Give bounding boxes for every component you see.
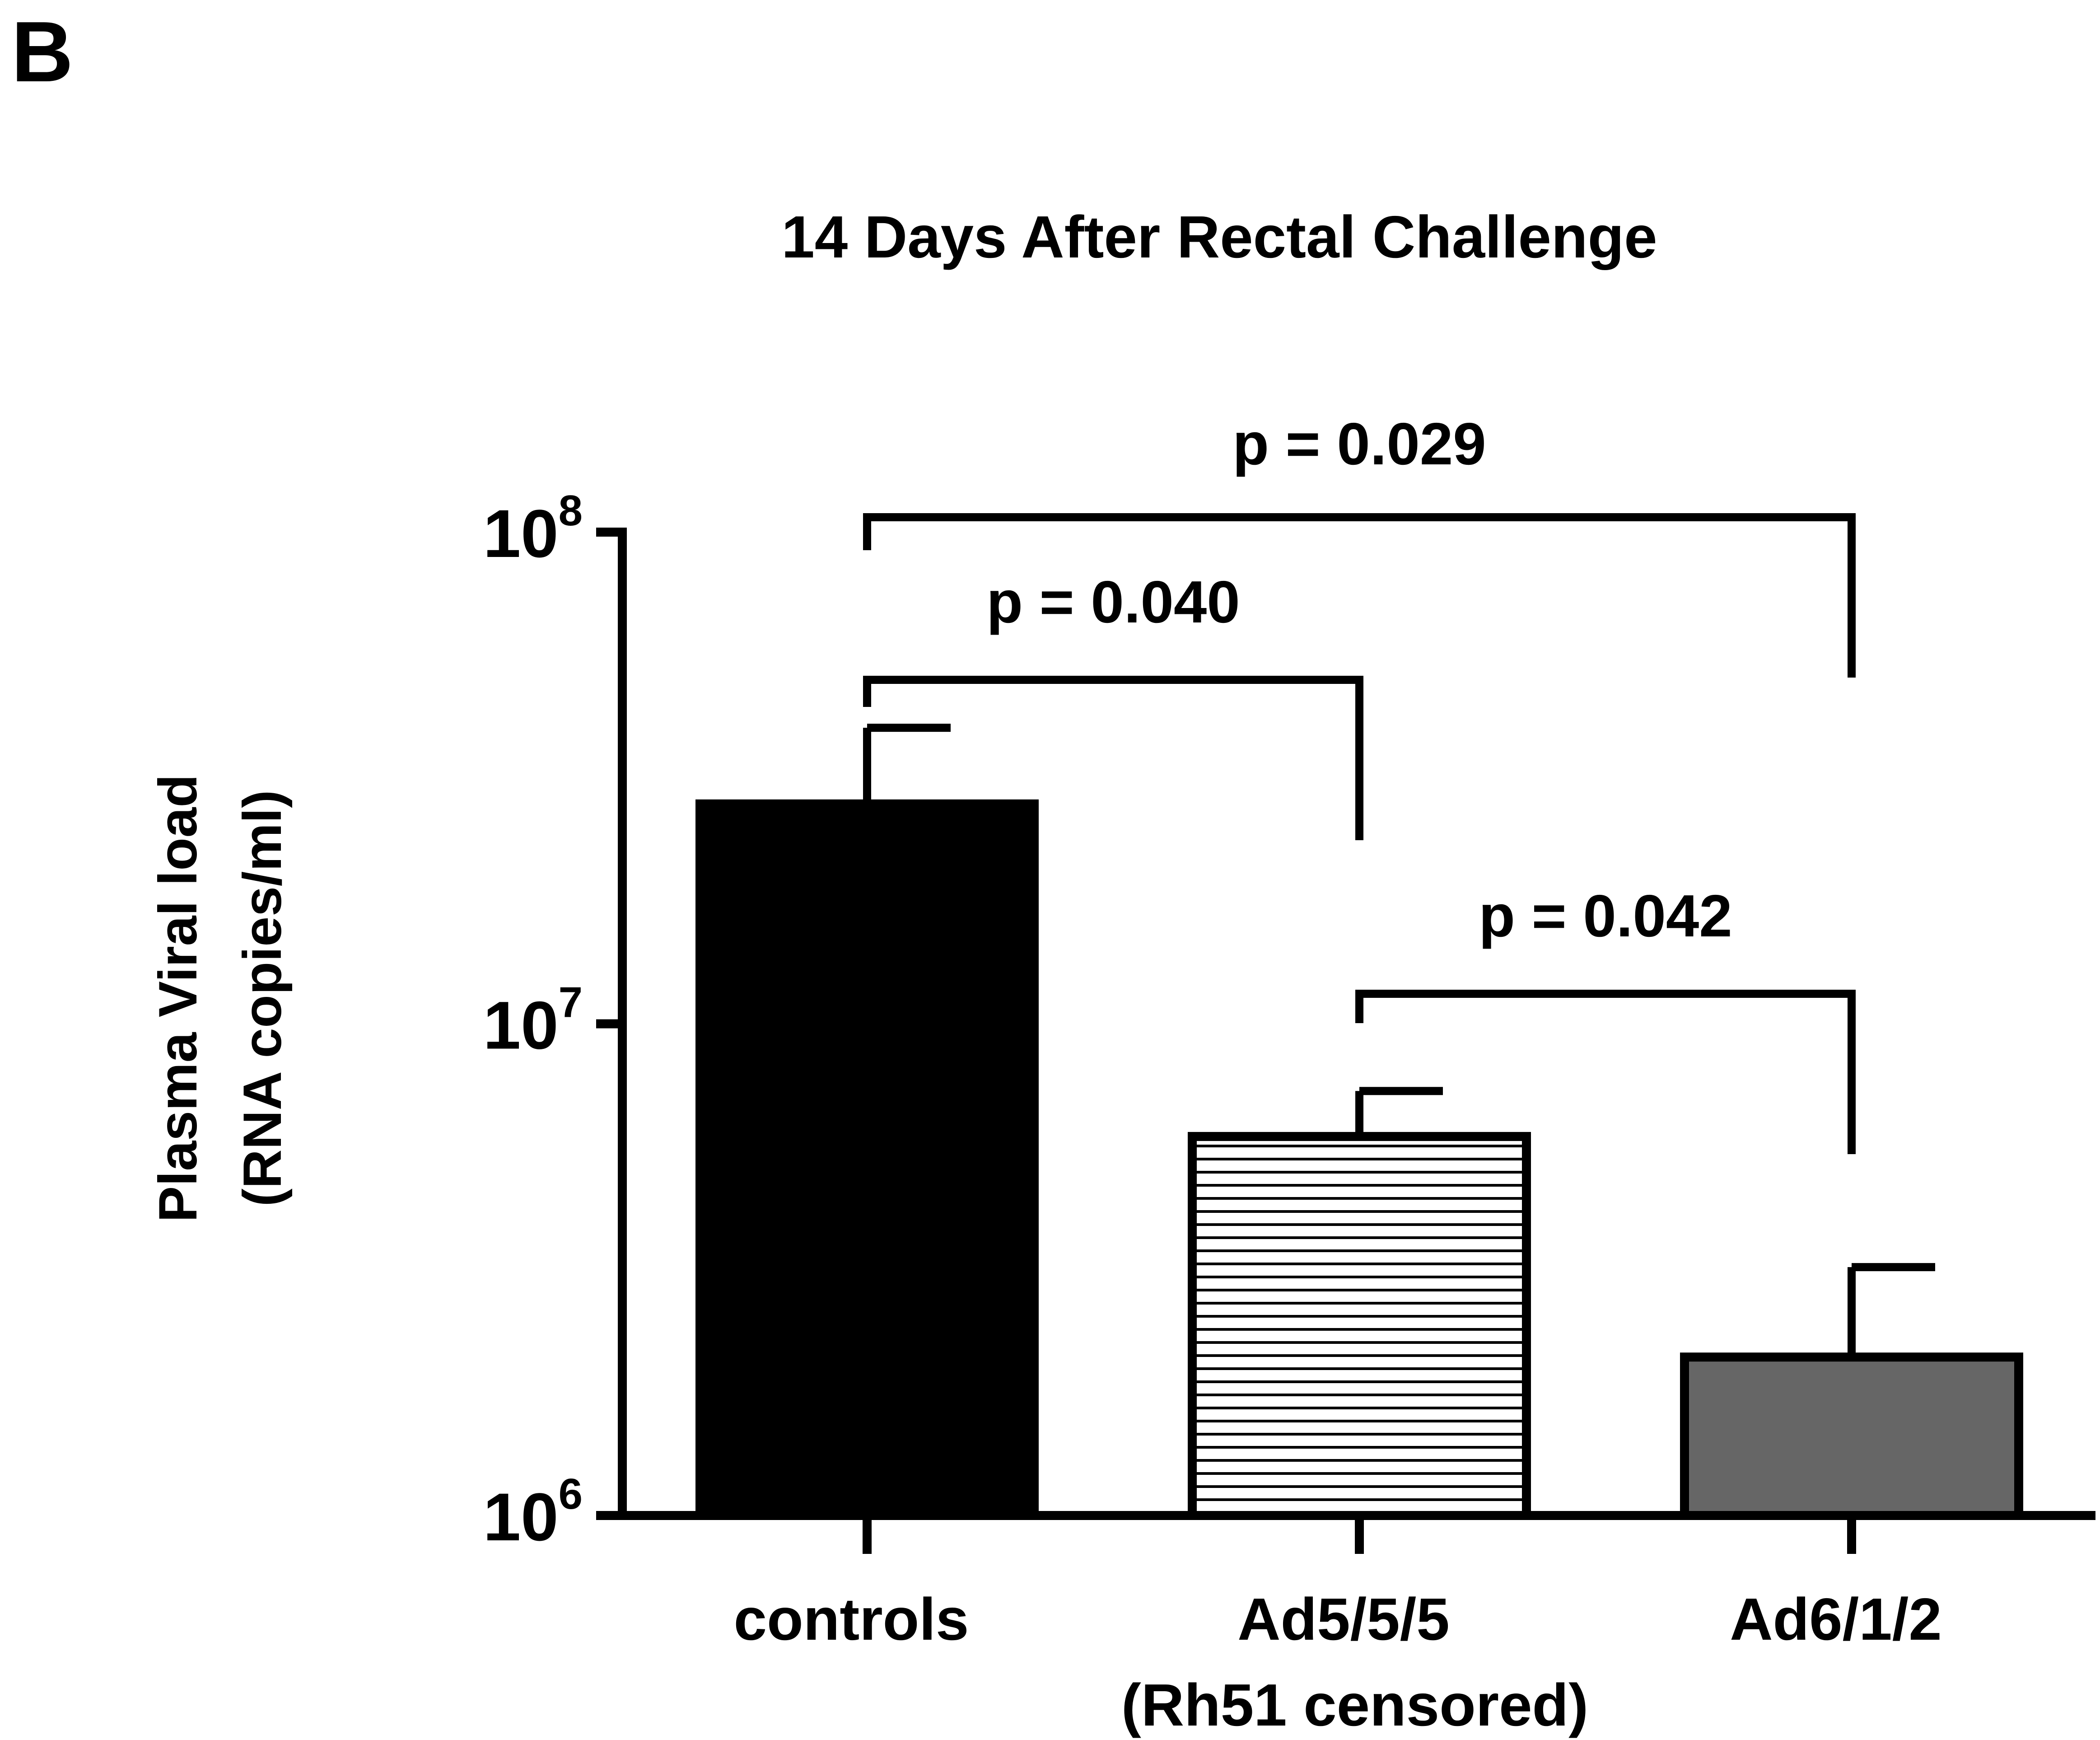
x-tick-sublabel: (Rh51 censored): [1121, 1672, 1588, 1738]
bars: [695, 799, 2023, 1520]
x-tick-label: Ad6/1/2: [1730, 1586, 1942, 1652]
x-tick-label: controls: [734, 1586, 969, 1652]
significance-bracket: [863, 676, 1363, 840]
y-tick-exponent: 6: [559, 1470, 583, 1518]
y-tick-base: 10: [483, 987, 559, 1063]
y-tick-label: 108: [483, 486, 583, 571]
error-bars: [863, 724, 1935, 1357]
bar: [1188, 1132, 1531, 1520]
y-axis-label-line-2: (RNA copies/ml): [232, 790, 293, 1207]
y-axis-label-line-1: Plasma Viral load: [148, 774, 208, 1222]
significance-bracket: [863, 513, 1856, 678]
y-tick-exponent: 7: [559, 978, 583, 1027]
bar: [1680, 1352, 2023, 1520]
y-tick-base: 10: [483, 496, 559, 571]
bar: [695, 799, 1039, 1520]
p-value-label: p = 0.029: [1232, 411, 1486, 477]
panel-label: B: [11, 4, 73, 100]
y-tick-exponent: 8: [559, 486, 583, 535]
p-value-label: p = 0.042: [1479, 883, 1732, 949]
chart-title: 14 Days After Rectal Challenge: [781, 204, 1657, 270]
x-ticks: [863, 1515, 1856, 1554]
significance-brackets: p = 0.029 p = 0.040 p = 0.042: [863, 411, 1856, 1154]
y-tick-base: 10: [483, 1479, 559, 1555]
significance-bracket: [1355, 990, 1856, 1154]
p-value-label: p = 0.040: [986, 569, 1240, 635]
y-tick-label: 106: [483, 1470, 583, 1555]
x-tick-labels: controls Ad5/5/5 (Rh51 censored) Ad6/1/2: [734, 1586, 1942, 1738]
y-axis-label: Plasma Viral load (RNA copies/ml): [148, 774, 293, 1222]
x-tick-label: Ad5/5/5: [1237, 1586, 1450, 1652]
y-tick-label: 107: [483, 978, 583, 1063]
